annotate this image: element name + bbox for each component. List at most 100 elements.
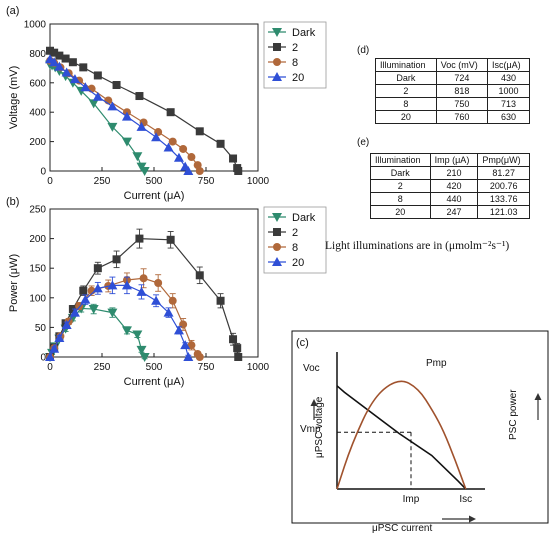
data-point — [234, 167, 243, 175]
data-point — [173, 325, 184, 335]
y-tick-label: 200 — [29, 137, 46, 148]
data-point — [168, 296, 177, 305]
data-point — [229, 154, 238, 163]
y-tick-label: 600 — [29, 78, 46, 89]
y-tick-label: 250 — [29, 205, 46, 216]
legend-label: Dark — [292, 212, 316, 224]
table-d-header-1: Voc (mV) — [435, 58, 489, 72]
x-tick-label: 250 — [94, 362, 111, 373]
data-point — [79, 286, 88, 295]
table-e-header-2: Pmp(μW) — [477, 153, 530, 167]
data-point — [166, 108, 175, 117]
data-point — [135, 234, 144, 243]
schematic-power-curve — [336, 380, 467, 490]
data-point — [136, 286, 147, 296]
schematic-y2-axis-title: PSC power — [508, 389, 519, 440]
series-2 — [46, 46, 243, 175]
data-point — [88, 99, 99, 109]
table-d-cell: 2 — [375, 84, 437, 98]
data-point — [92, 283, 103, 293]
table-d-cell: 8 — [375, 97, 437, 111]
y-tick-label: 150 — [29, 264, 46, 275]
schematic-frame — [291, 330, 549, 524]
data-point — [61, 320, 72, 330]
legend-marker — [272, 72, 282, 81]
y-arrow-head — [310, 399, 318, 406]
imp-label: Imp — [403, 494, 420, 505]
data-point — [61, 67, 72, 77]
x-tick-label: 500 — [146, 176, 163, 187]
data-point — [69, 307, 80, 317]
legend-label: 8 — [292, 242, 298, 254]
data-point — [93, 264, 102, 273]
legend-entry-2: 2 — [268, 227, 298, 239]
y-tick-label: 0 — [40, 167, 46, 178]
plot-frame — [49, 208, 259, 358]
data-point — [49, 57, 60, 67]
data-point — [151, 295, 162, 305]
x-tick-label: 250 — [94, 176, 111, 187]
table-e-cell: 20 — [370, 205, 431, 219]
table-d-cell: 724 — [435, 71, 489, 85]
table-d-cell: 760 — [435, 110, 489, 124]
pmp-label: Pmp — [426, 358, 447, 369]
schematic-x-axis-title: μPSC current — [372, 523, 432, 534]
legend-marker — [272, 28, 282, 37]
data-point — [80, 82, 91, 92]
data-point — [54, 333, 65, 343]
x-arrow-head — [469, 515, 476, 523]
y-tick-label: 400 — [29, 108, 46, 119]
table-e-cell: 420 — [429, 179, 479, 193]
legend-marker — [273, 43, 281, 51]
table-row: 20 247 121.03 — [370, 205, 530, 219]
legend-label: 2 — [292, 42, 298, 54]
table-row: Dark 724 430 — [375, 71, 530, 85]
table-row: 2 420 200.76 — [370, 179, 530, 193]
data-point — [229, 335, 238, 344]
legend-entry-Dark: Dark — [268, 27, 316, 39]
table-d-cell: 1000 — [487, 84, 530, 98]
data-point — [136, 345, 147, 355]
table-d-header-2: Isc(μA) — [487, 58, 530, 72]
data-point — [132, 330, 143, 340]
x-tick-label: 500 — [146, 362, 163, 373]
y-tick-label: 0 — [40, 353, 46, 364]
table-d-cell: Dark — [375, 71, 437, 85]
data-point — [121, 280, 132, 290]
series-20 — [45, 54, 194, 175]
y-tick-label: 100 — [29, 293, 46, 304]
data-point — [55, 51, 64, 60]
data-point — [107, 308, 118, 318]
data-point — [92, 91, 103, 101]
data-point — [50, 48, 59, 57]
y-axis-title: Voltage (mV) — [8, 66, 20, 130]
legend-label: Dark — [292, 27, 316, 39]
table-d-cell: 750 — [435, 97, 489, 111]
legend-marker — [273, 228, 281, 236]
legend-label: 8 — [292, 57, 298, 69]
table-row: 8 750 713 — [375, 97, 530, 111]
table-e-cell: 200.76 — [477, 179, 530, 193]
data-point — [112, 255, 121, 264]
table-e-header-0: Illumination — [370, 153, 431, 167]
table-d-cell: 20 — [375, 110, 437, 124]
legend-marker — [273, 243, 281, 251]
schematic-y-axis-title: μPSC voltage — [314, 396, 325, 458]
table-e-cell: 8 — [370, 192, 431, 206]
vmp-label: Vmp — [300, 424, 321, 435]
data-point — [187, 341, 196, 350]
data-point — [216, 296, 225, 305]
y2-arrow-head — [534, 393, 542, 400]
y-axis-title: Power (μW) — [8, 254, 20, 312]
legend-entry-2: 2 — [268, 42, 298, 54]
table-d-cell: 630 — [487, 110, 530, 124]
data-point — [195, 353, 204, 361]
data-point — [163, 142, 174, 152]
data-point — [183, 352, 194, 361]
y-tick-label: 1000 — [24, 20, 47, 31]
data-point — [166, 235, 175, 244]
data-point — [46, 46, 54, 55]
table-row: 8 440 133.76 — [370, 192, 530, 206]
data-point — [168, 137, 177, 146]
